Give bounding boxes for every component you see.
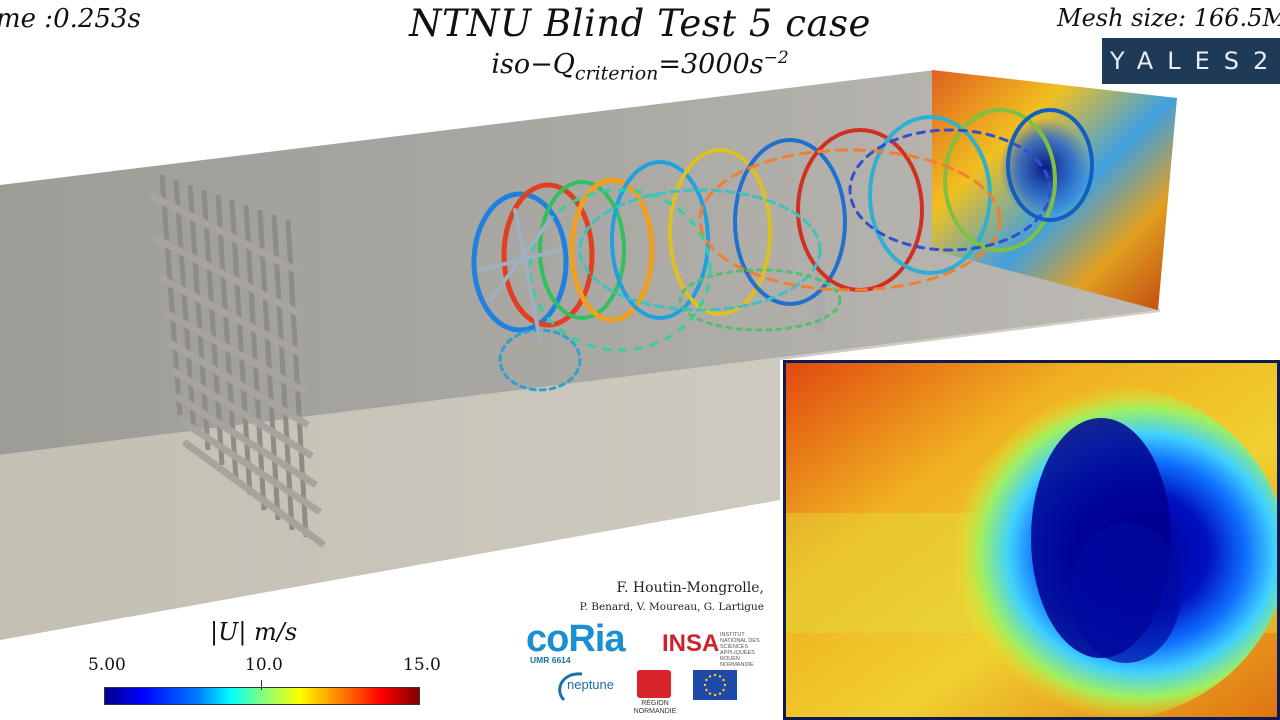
normandie-label: RÉGION NORMANDIE <box>633 700 677 715</box>
mesh-size-label: Mesh size: 166.5M <box>1057 4 1280 32</box>
neptune-logo: neptune <box>567 677 614 692</box>
velocity-contour-inset <box>783 360 1280 720</box>
velocity-colorbar <box>104 687 420 705</box>
colorbar-mid-label: 10.0 <box>245 655 283 675</box>
colorbar-max-label: 15.0 <box>403 655 441 675</box>
iso-q-subtitle: iso−Qcriterion=3000s−2 <box>491 48 789 85</box>
normandie-flag-icon <box>637 670 671 698</box>
insa-logo: INSA <box>662 630 720 657</box>
credits-author: F. Houtin-Mongrolle, <box>616 580 765 596</box>
vortex-structures <box>471 108 1094 392</box>
neptune-swirl-icon <box>558 672 583 702</box>
colorbar-tick <box>261 680 262 690</box>
yales2-logo: YALES2 <box>1102 38 1280 84</box>
colorbar-title: |U| m/s <box>210 618 298 646</box>
eu-flag-icon <box>693 670 737 700</box>
coria-umr-label: UMR 6614 <box>530 655 571 665</box>
tunnel-back-wall <box>0 70 1160 455</box>
tunnel-floor <box>0 310 1160 640</box>
credits-coauthors: P. Benard, V. Moureau, G. Lartigue <box>579 601 764 613</box>
colorbar-min-label: 5.00 <box>88 655 126 675</box>
coria-logo: coRia <box>526 618 625 660</box>
simulation-time-label: me :0.253s <box>0 4 141 34</box>
insa-subtitle: INSTITUT NATIONAL DES SCIENCES APPLIQUÉE… <box>720 632 760 668</box>
page-title: NTNU Blind Test 5 case <box>409 2 871 45</box>
